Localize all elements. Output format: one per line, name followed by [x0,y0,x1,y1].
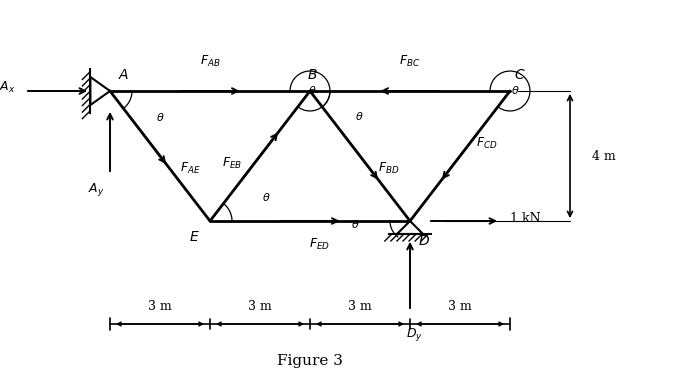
Text: $D$: $D$ [418,234,430,248]
Text: $F_{AB}$: $F_{AB}$ [200,54,220,69]
Text: $\theta$: $\theta$ [263,191,271,203]
Text: Figure 3: Figure 3 [277,354,343,368]
Text: 4 m: 4 m [592,149,616,163]
Text: $F_{AE}$: $F_{AE}$ [180,161,200,176]
Text: $E$: $E$ [188,230,199,244]
Text: 3 m: 3 m [348,300,372,313]
Text: $\theta$: $\theta$ [157,111,165,123]
Text: $F_{EB}$: $F_{EB}$ [222,156,242,171]
Text: $A$: $A$ [118,68,130,82]
Text: $\theta$: $\theta$ [354,110,363,122]
Text: $\theta$: $\theta$ [308,84,316,96]
Text: 1 kN: 1 kN [510,213,541,225]
Text: $C$: $C$ [514,68,526,82]
Text: $F_{CD}$: $F_{CD}$ [476,136,497,151]
Text: $A_y$: $A_y$ [88,181,104,198]
Text: $A_x$: $A_x$ [0,80,15,95]
Text: 3 m: 3 m [148,300,172,313]
Text: $F_{BC}$: $F_{BC}$ [400,54,421,69]
Text: $D_y$: $D_y$ [406,326,423,343]
Text: $\theta$: $\theta$ [510,84,519,96]
Text: $\theta$: $\theta$ [351,218,359,230]
Text: $B$: $B$ [306,68,317,82]
Text: $F_{BD}$: $F_{BD}$ [378,161,400,176]
Text: 3 m: 3 m [448,300,472,313]
Text: 3 m: 3 m [248,300,272,313]
Text: $F_{ED}$: $F_{ED}$ [309,237,331,252]
